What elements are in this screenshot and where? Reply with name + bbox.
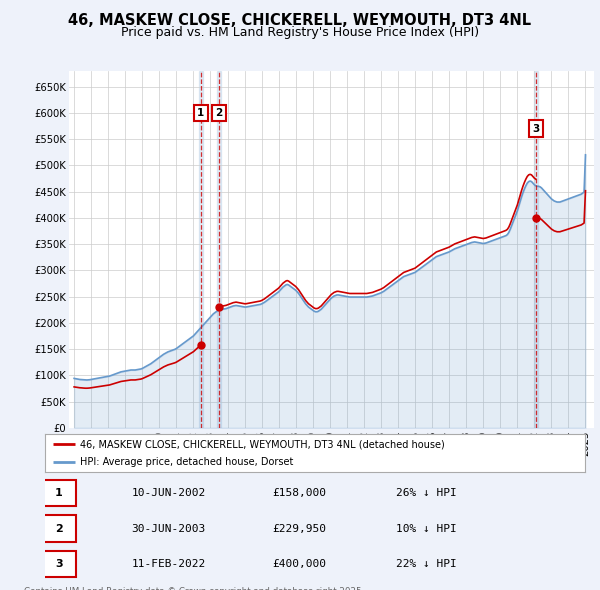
FancyBboxPatch shape — [42, 480, 76, 506]
Text: Contains HM Land Registry data © Crown copyright and database right 2025.
This d: Contains HM Land Registry data © Crown c… — [24, 587, 364, 590]
FancyBboxPatch shape — [42, 516, 76, 542]
Text: 1: 1 — [197, 108, 205, 118]
FancyBboxPatch shape — [42, 551, 76, 577]
Text: 22% ↓ HPI: 22% ↓ HPI — [396, 559, 457, 569]
Text: HPI: Average price, detached house, Dorset: HPI: Average price, detached house, Dors… — [80, 457, 293, 467]
Bar — [217, 71, 221, 428]
Text: 3: 3 — [55, 559, 63, 569]
Text: 10% ↓ HPI: 10% ↓ HPI — [396, 524, 457, 533]
Text: £158,000: £158,000 — [272, 489, 326, 498]
Text: 26% ↓ HPI: 26% ↓ HPI — [396, 489, 457, 498]
Bar — [534, 71, 538, 428]
Text: £229,950: £229,950 — [272, 524, 326, 533]
Text: 1: 1 — [55, 489, 63, 498]
Text: 2: 2 — [55, 524, 63, 533]
Text: 46, MASKEW CLOSE, CHICKERELL, WEYMOUTH, DT3 4NL (detached house): 46, MASKEW CLOSE, CHICKERELL, WEYMOUTH, … — [80, 439, 445, 449]
Text: 10-JUN-2002: 10-JUN-2002 — [131, 489, 206, 498]
Text: 46, MASKEW CLOSE, CHICKERELL, WEYMOUTH, DT3 4NL: 46, MASKEW CLOSE, CHICKERELL, WEYMOUTH, … — [68, 13, 532, 28]
Text: Price paid vs. HM Land Registry's House Price Index (HPI): Price paid vs. HM Land Registry's House … — [121, 26, 479, 39]
Bar — [199, 71, 203, 428]
Text: 30-JUN-2003: 30-JUN-2003 — [131, 524, 206, 533]
Text: 3: 3 — [533, 123, 540, 133]
Text: 11-FEB-2022: 11-FEB-2022 — [131, 559, 206, 569]
Text: £400,000: £400,000 — [272, 559, 326, 569]
Text: 2: 2 — [215, 108, 223, 118]
